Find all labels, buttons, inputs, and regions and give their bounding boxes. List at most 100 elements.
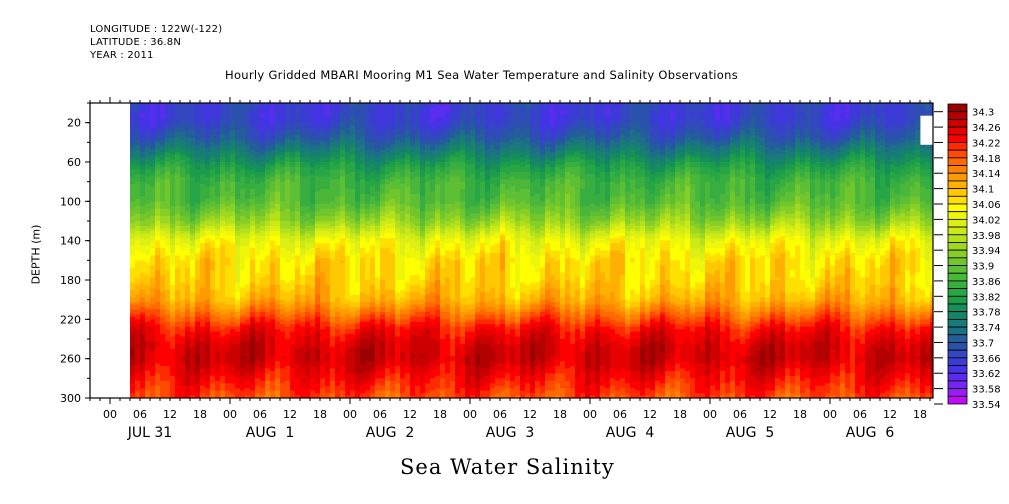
field-cell xyxy=(145,103,151,106)
field-cell xyxy=(175,294,181,298)
field-cell xyxy=(330,304,336,308)
field-cell xyxy=(270,127,276,131)
field-cell xyxy=(300,289,306,293)
field-cell xyxy=(130,105,136,109)
field-cell xyxy=(300,363,306,367)
field-cell xyxy=(280,179,286,183)
field-cell xyxy=(250,221,256,224)
field-cell xyxy=(135,260,141,264)
field-cell xyxy=(145,228,151,232)
field-cell xyxy=(200,248,206,251)
field-cell xyxy=(150,370,156,374)
field-cell xyxy=(290,375,296,379)
field-cell xyxy=(245,316,251,320)
field-cell xyxy=(240,179,246,183)
field-cell xyxy=(195,169,201,173)
field-cell xyxy=(265,189,271,192)
field-cell xyxy=(135,326,141,330)
field-cell xyxy=(285,125,291,128)
field-cell xyxy=(300,265,306,269)
field-cell xyxy=(280,245,286,249)
field-cell xyxy=(200,252,206,256)
field-cell xyxy=(270,218,276,222)
field-cell xyxy=(275,149,281,153)
field-cell xyxy=(290,110,296,114)
field-cell xyxy=(200,331,206,335)
field-cell xyxy=(295,277,301,281)
field-cell xyxy=(245,238,251,242)
field-cell xyxy=(275,346,281,350)
field-cell xyxy=(310,255,316,259)
field-cell xyxy=(210,348,216,352)
field-cell xyxy=(205,230,211,234)
field-cell xyxy=(205,341,211,345)
field-cell xyxy=(280,206,286,210)
field-cell xyxy=(230,181,236,185)
field-cell xyxy=(150,245,156,249)
field-cell xyxy=(200,262,206,266)
field-cell xyxy=(170,176,176,180)
field-cell xyxy=(215,385,221,389)
field-cell xyxy=(210,218,216,222)
field-cell xyxy=(185,176,191,180)
field-cell xyxy=(235,255,241,259)
field-cell xyxy=(130,179,136,183)
field-cell xyxy=(150,125,156,128)
field-cell xyxy=(200,230,206,234)
field-cell xyxy=(285,171,291,175)
field-cell xyxy=(285,235,291,239)
field-cell xyxy=(305,117,311,121)
field-cell xyxy=(235,225,241,229)
field-cell xyxy=(260,270,266,274)
field-cell xyxy=(180,353,186,357)
field-cell xyxy=(200,395,206,399)
field-cell xyxy=(220,316,226,320)
field-cell xyxy=(140,356,146,360)
field-cell xyxy=(205,326,211,330)
field-cell xyxy=(205,115,211,119)
field-cell xyxy=(205,297,211,301)
field-cell xyxy=(260,191,266,195)
field-cell xyxy=(255,159,261,163)
field-cell xyxy=(295,176,301,180)
field-cell xyxy=(255,341,261,345)
field-cell xyxy=(245,117,251,121)
field-cell xyxy=(300,383,306,387)
field-cell xyxy=(215,361,221,364)
field-cell xyxy=(210,233,216,237)
field-cell xyxy=(230,272,236,276)
field-cell xyxy=(235,280,241,283)
field-cell xyxy=(255,107,261,111)
field-cell xyxy=(290,233,296,237)
field-cell xyxy=(310,206,316,210)
field-cell xyxy=(300,348,306,352)
field-cell xyxy=(270,125,276,128)
field-cell xyxy=(185,378,191,382)
field-cell xyxy=(325,152,331,156)
field-cell xyxy=(290,157,296,160)
field-cell xyxy=(290,368,296,372)
field-cell xyxy=(195,388,201,392)
field-cell xyxy=(145,297,151,301)
field-cell xyxy=(220,267,226,271)
field-cell xyxy=(155,363,161,367)
field-cell xyxy=(240,201,246,205)
field-cell xyxy=(145,152,151,156)
field-cell xyxy=(315,393,321,396)
field-cell xyxy=(200,201,206,205)
field-cell xyxy=(250,270,256,274)
field-cell xyxy=(250,206,256,210)
field-cell xyxy=(135,361,141,364)
field-cell xyxy=(290,358,296,362)
field-cell xyxy=(285,201,291,205)
field-cell xyxy=(180,171,186,175)
field-cell xyxy=(160,326,166,330)
field-cell xyxy=(245,243,251,246)
field-cell xyxy=(165,314,171,318)
field-cell xyxy=(205,262,211,266)
field-cell xyxy=(295,179,301,183)
field-cell xyxy=(285,351,291,355)
field-cell xyxy=(135,152,141,156)
field-cell xyxy=(170,110,176,114)
field-cell xyxy=(215,329,221,333)
